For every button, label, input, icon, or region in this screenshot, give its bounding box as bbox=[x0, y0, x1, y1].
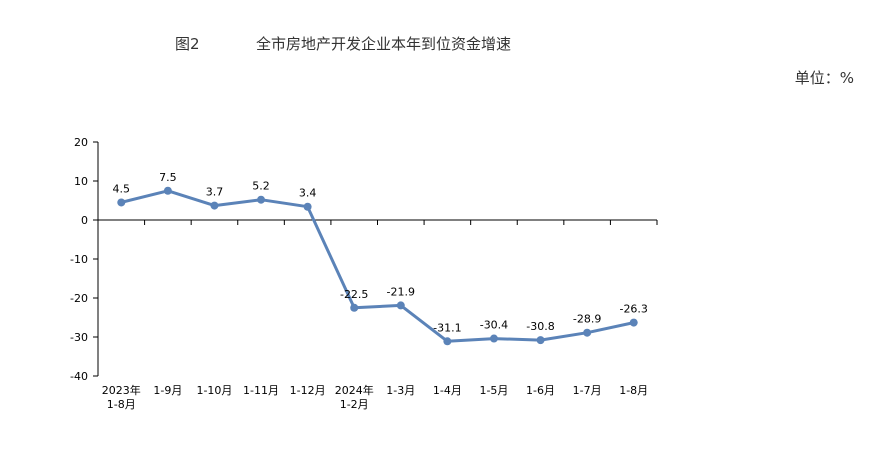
x-tick-label: 1-4月 bbox=[433, 384, 462, 397]
x-tick-label: 2023年 bbox=[102, 383, 141, 397]
data-point bbox=[210, 201, 219, 210]
unit-label: 单位：% bbox=[794, 69, 854, 87]
series-line bbox=[120, 189, 635, 343]
data-point bbox=[583, 328, 592, 337]
x-tick-label: 2024年 bbox=[335, 383, 374, 397]
x-tick-label: 1-8月 bbox=[619, 384, 648, 397]
data-label: -30.4 bbox=[480, 319, 508, 332]
data-point bbox=[257, 195, 266, 204]
data-point bbox=[629, 318, 638, 327]
x-tick-label: 1-6月 bbox=[526, 384, 555, 397]
x-tick-label: 1-12月 bbox=[290, 384, 326, 397]
data-point bbox=[163, 186, 172, 195]
data-label: 3.7 bbox=[206, 186, 224, 199]
x-tick-label: 1-5月 bbox=[479, 384, 508, 397]
data-point bbox=[536, 336, 545, 345]
y-tick-label: -40 bbox=[70, 370, 88, 383]
y-tick-label: -30 bbox=[70, 331, 88, 344]
x-tick-label: 1-7月 bbox=[573, 384, 602, 397]
x-tick-label: 1-9月 bbox=[153, 384, 182, 397]
data-label: -26.3 bbox=[619, 303, 647, 316]
data-point bbox=[489, 334, 498, 343]
data-label: -31.1 bbox=[433, 321, 461, 334]
chart-title: 全市房地产开发企业本年到位资金增速 bbox=[256, 35, 512, 53]
data-label: -30.8 bbox=[526, 320, 554, 333]
y-tick-label: 10 bbox=[74, 175, 88, 188]
data-point bbox=[350, 303, 359, 312]
data-point bbox=[443, 337, 452, 346]
data-label: 3.4 bbox=[299, 187, 317, 200]
x-tick-label: 1-3月 bbox=[386, 384, 415, 397]
data-label: -21.9 bbox=[387, 285, 415, 298]
x-tick-label: 1-2月 bbox=[340, 398, 369, 411]
x-tick-label: 1-8月 bbox=[107, 398, 136, 411]
data-label: -22.5 bbox=[340, 288, 368, 301]
data-point bbox=[396, 301, 405, 310]
data-label: 7.5 bbox=[159, 171, 177, 184]
y-tick-label: -10 bbox=[70, 253, 88, 266]
y-tick-label: 20 bbox=[74, 136, 88, 149]
y-tick-label: -20 bbox=[70, 292, 88, 305]
y-tick-label: 0 bbox=[81, 214, 88, 227]
x-tick-label: 1-10月 bbox=[196, 384, 232, 397]
data-label: 4.5 bbox=[113, 182, 131, 195]
figure-label: 图2 bbox=[175, 35, 200, 53]
data-label: -28.9 bbox=[573, 313, 601, 326]
data-point bbox=[303, 202, 312, 211]
data-label: 5.2 bbox=[252, 180, 270, 193]
data-point bbox=[117, 198, 126, 207]
x-tick-label: 1-11月 bbox=[243, 384, 279, 397]
